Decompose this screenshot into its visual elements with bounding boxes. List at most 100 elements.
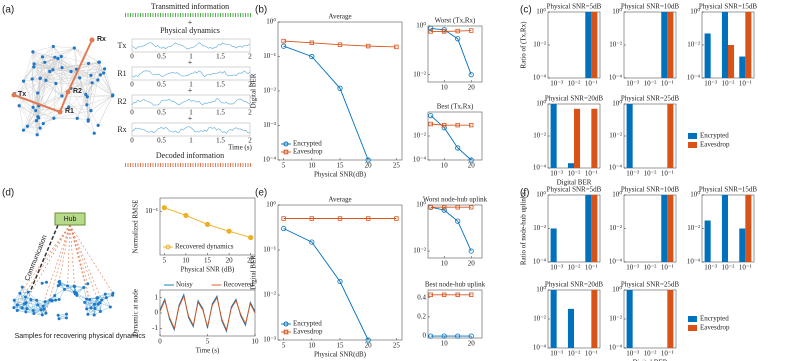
- edge: [88, 63, 104, 74]
- node: [41, 304, 45, 308]
- edge: [27, 304, 38, 309]
- edge: [79, 61, 100, 79]
- node-label: R1: [65, 108, 74, 115]
- edge: [79, 63, 89, 79]
- edge: [99, 62, 113, 97]
- y-tick-label: 10⁰: [536, 100, 546, 108]
- edge: [64, 285, 75, 290]
- plot-frame: [277, 204, 403, 341]
- bar: [739, 228, 746, 262]
- edge: [74, 47, 80, 78]
- node: [84, 92, 88, 97]
- edge: [23, 116, 39, 131]
- node: [57, 317, 61, 321]
- time-tick: 2: [248, 53, 252, 61]
- node: [59, 54, 63, 59]
- sample-link: [69, 224, 89, 284]
- chart-title: Best (Tx,Rx): [437, 103, 474, 111]
- bar: [626, 104, 633, 168]
- edge: [90, 307, 101, 312]
- plot-frame: [427, 111, 483, 161]
- y-tick-label: 10⁻⁴: [609, 74, 623, 82]
- node: [85, 103, 89, 107]
- x-axis-label: Physical SNR(dB): [314, 351, 367, 359]
- node: [86, 118, 90, 122]
- legend-swatch: [688, 325, 697, 331]
- x-axis-label: Time (s): [196, 347, 220, 355]
- node: [98, 73, 103, 77]
- y-tick-label: 10⁰: [612, 191, 622, 199]
- edge: [32, 46, 54, 53]
- bar: [667, 104, 674, 168]
- series-line: [430, 123, 472, 126]
- edge: [83, 287, 87, 300]
- panel-label: (e): [255, 188, 267, 199]
- time-tick: 0.5: [157, 109, 166, 117]
- node: [53, 294, 57, 298]
- x-tick-label: 10⁻¹: [585, 80, 598, 88]
- strip-frame: [131, 122, 251, 137]
- node: [38, 126, 42, 130]
- marker: [337, 278, 343, 285]
- row-label: Tx: [118, 41, 127, 50]
- edge: [53, 110, 92, 119]
- edge: [33, 63, 47, 81]
- waveform: [131, 98, 251, 106]
- edge: [23, 120, 37, 131]
- edge: [33, 305, 44, 311]
- bar: [667, 195, 674, 262]
- node: [92, 131, 96, 135]
- x-tick-label: 15: [204, 257, 212, 265]
- marker: [248, 234, 254, 241]
- chart-title: Physical SNR=20dB: [545, 281, 604, 289]
- x-tick-label: 10⁻²: [722, 264, 735, 272]
- legend-swatch: [688, 133, 697, 139]
- x-tick-label: 10: [441, 260, 449, 268]
- series-line: [430, 30, 472, 32]
- bar: [728, 45, 735, 78]
- legend-label: Encrypted: [700, 315, 729, 323]
- x-axis-label: Digital BER: [557, 179, 592, 187]
- y-tick-label: 10⁰: [266, 18, 276, 26]
- y-axis-label: Ratio of (Tx,Rx): [520, 21, 528, 69]
- y-tick-label: 10⁻⁴: [533, 344, 547, 352]
- x-tick-label: 5: [163, 257, 167, 265]
- edge: [21, 296, 26, 308]
- node: [96, 123, 100, 127]
- node: [48, 298, 52, 302]
- bar: [591, 12, 598, 78]
- node: [90, 81, 94, 85]
- edge: [14, 299, 25, 304]
- y-axis-label: Ratio of node-hub uplinks: [520, 192, 528, 266]
- edge: [22, 287, 26, 298]
- marker: [441, 333, 447, 339]
- node: [69, 69, 73, 74]
- edge: [38, 83, 57, 119]
- x-tick-label: 10: [441, 162, 449, 170]
- edge: [61, 69, 77, 97]
- edge: [35, 95, 63, 111]
- edge: [37, 93, 41, 129]
- node: [31, 50, 35, 54]
- chart-title: Physical SNR=5dB: [547, 3, 602, 11]
- edge: [90, 95, 113, 111]
- series-line: [283, 45, 369, 161]
- edge: [35, 110, 37, 121]
- node: [110, 94, 115, 98]
- waveform: [131, 126, 251, 134]
- edge: [79, 77, 86, 95]
- edge: [18, 81, 24, 106]
- x-tick-label: 10⁻³: [550, 170, 563, 178]
- x-tick-label: 10⁻²: [568, 264, 581, 272]
- y-tick-label: 10⁻²: [413, 70, 426, 78]
- edge: [99, 294, 106, 303]
- node: [44, 78, 48, 82]
- edge: [19, 78, 41, 106]
- node: [40, 281, 44, 285]
- legend-label: Eavesdrop: [700, 141, 730, 149]
- edge: [33, 310, 43, 316]
- x-tick-label: 20: [468, 162, 476, 170]
- y-axis-label: Dynamic at node: [132, 289, 140, 337]
